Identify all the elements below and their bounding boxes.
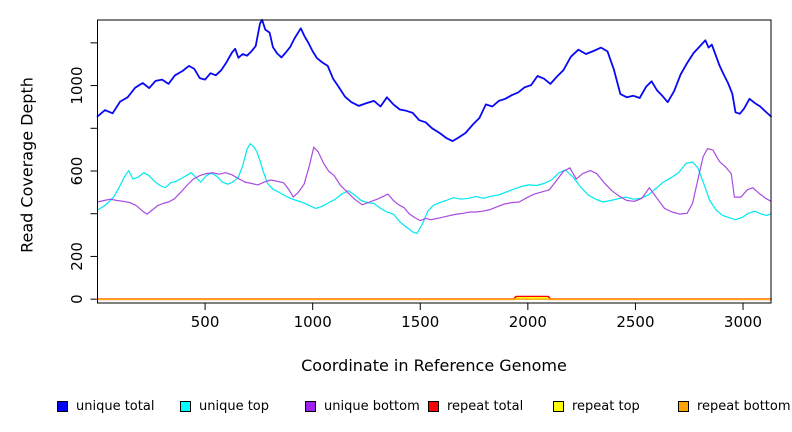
legend-item-repeat-top: repeat top [553, 398, 640, 414]
legend-label: repeat top [572, 398, 640, 414]
legend-item-unique-total: unique total [57, 398, 154, 414]
legend-label: repeat total [447, 398, 524, 414]
x-tick-label: 2500 [616, 313, 654, 331]
x-tick-label: 500 [191, 313, 220, 331]
legend-item-repeat-total: repeat total [428, 398, 523, 414]
series-unique-bottom [96, 146, 772, 222]
series-unique-total [96, 18, 772, 142]
legend-swatch-icon [180, 400, 191, 412]
x-tick-label: 2000 [509, 313, 547, 331]
legend-item-repeat-bottom: repeat bottom [678, 398, 791, 414]
legend-swatch-icon [57, 400, 68, 412]
legend-label: unique top [199, 398, 270, 414]
plot-frame [97, 19, 772, 304]
legend: unique total unique top unique bottom repea… [0, 398, 792, 418]
legend-label: unique bottom [324, 398, 420, 414]
y-tick-label: 600 [68, 157, 86, 186]
legend-swatch-icon [678, 400, 689, 412]
y-tick-label: 200 [68, 242, 86, 271]
legend-item-unique-bottom: unique bottom [305, 398, 420, 414]
legend-swatch-icon [553, 400, 564, 412]
y-axis-title: Read Coverage Depth [17, 77, 37, 253]
x-tick-label: 1000 [294, 313, 332, 331]
legend-swatch-icon [305, 400, 316, 412]
y-tick-label: 0 [68, 294, 86, 304]
legend-label: repeat bottom [697, 398, 791, 414]
legend-item-unique-top: unique top [180, 398, 269, 414]
x-tick-label: 1500 [401, 313, 439, 331]
series-unique-top [96, 143, 772, 234]
x-tick-label: 3000 [724, 313, 762, 331]
legend-label: unique total [76, 398, 155, 414]
legend-swatch-icon [428, 400, 439, 412]
y-tick-label: 1000 [68, 66, 86, 104]
x-axis-title: Coordinate in Reference Genome [301, 356, 567, 375]
chart-area: 500 1000 1500 2000 2500 3000 0 200 600 1000 [68, 18, 772, 331]
